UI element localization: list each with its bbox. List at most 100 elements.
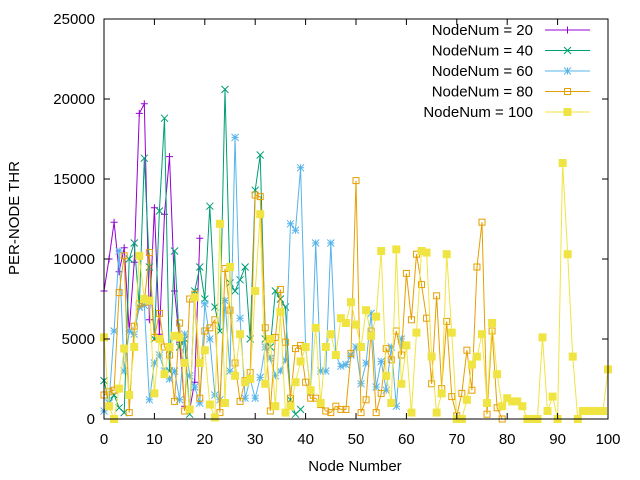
data-point <box>322 407 330 415</box>
data-point <box>312 394 320 402</box>
data-point <box>387 343 396 351</box>
data-point <box>397 379 406 388</box>
legend-label: NodeNum = 100 <box>423 104 533 121</box>
legend-marker <box>564 26 571 34</box>
data-point <box>261 379 270 388</box>
data-point <box>166 153 174 161</box>
data-point <box>120 344 129 353</box>
data-point <box>215 219 224 228</box>
data-point <box>231 133 239 142</box>
data-point <box>276 367 285 375</box>
legend-entry: NodeNum = 100 <box>423 104 590 121</box>
data-point <box>175 395 184 404</box>
data-point <box>311 239 320 247</box>
data-point <box>518 402 527 411</box>
data-point <box>306 386 315 395</box>
data-point <box>568 352 577 361</box>
data-point <box>357 379 365 388</box>
data-point <box>286 394 294 402</box>
data-point <box>180 359 189 367</box>
x-tick-label: 70 <box>448 431 465 448</box>
data-point <box>467 360 476 369</box>
data-point <box>412 328 421 337</box>
data-point <box>462 395 471 404</box>
data-point <box>362 396 370 404</box>
data-point <box>382 386 391 395</box>
data-point <box>276 295 285 303</box>
data-point <box>548 392 557 401</box>
data-point <box>286 219 295 228</box>
y-tick-label: 5000 <box>62 331 95 348</box>
data-point <box>206 324 214 332</box>
data-point <box>337 405 345 413</box>
data-point <box>336 314 345 323</box>
data-point <box>251 394 260 403</box>
legend-entry: NodeNum = 20 <box>432 22 590 39</box>
data-point <box>236 314 244 323</box>
data-point <box>468 386 476 394</box>
data-point <box>321 367 330 375</box>
data-point <box>316 367 325 375</box>
data-point <box>387 356 395 364</box>
y-tick-label: 0 <box>87 411 95 428</box>
legend-label: NodeNum = 80 <box>432 84 533 101</box>
data-point <box>135 251 144 260</box>
data-point <box>190 293 199 302</box>
data-point <box>130 239 139 247</box>
data-point <box>347 349 355 357</box>
data-point <box>352 320 360 329</box>
data-point <box>256 151 265 159</box>
data-point <box>211 391 219 399</box>
data-point <box>200 346 209 355</box>
data-point <box>185 371 194 380</box>
data-point <box>372 383 381 391</box>
data-point <box>140 100 148 108</box>
data-point <box>276 307 285 316</box>
data-point <box>367 331 376 340</box>
data-point <box>407 408 416 417</box>
data-point <box>307 394 315 402</box>
data-point <box>478 330 486 339</box>
data-point <box>321 343 330 351</box>
data-point <box>598 407 607 415</box>
data-point <box>447 328 456 337</box>
data-point <box>231 371 240 380</box>
data-point <box>407 316 415 324</box>
data-point <box>402 341 411 350</box>
data-point <box>327 409 335 417</box>
data-point <box>341 319 350 327</box>
data-point <box>311 323 320 332</box>
data-point <box>115 384 124 393</box>
legend-entry: NodeNum = 40 <box>432 43 590 60</box>
data-point <box>221 85 229 94</box>
data-point <box>377 357 386 366</box>
data-point <box>382 371 391 380</box>
x-tick-label: 20 <box>196 431 213 448</box>
data-point <box>145 395 154 404</box>
data-point <box>428 380 436 388</box>
data-point <box>176 319 184 327</box>
legend-marker <box>563 67 572 75</box>
data-point <box>125 327 134 335</box>
data-point <box>226 306 234 314</box>
series-layer <box>100 85 612 423</box>
data-point <box>367 309 375 318</box>
data-point <box>125 391 134 399</box>
x-tick-label: 0 <box>100 431 108 448</box>
data-point <box>448 393 456 401</box>
legend-entry: NodeNum = 80 <box>432 84 590 101</box>
data-point <box>478 218 486 226</box>
data-point <box>205 202 214 211</box>
data-point <box>337 362 345 371</box>
data-point <box>145 249 153 257</box>
data-point <box>170 247 179 255</box>
data-point <box>160 114 169 123</box>
legend-marker <box>563 108 572 116</box>
data-point <box>261 324 269 332</box>
data-point <box>196 234 204 242</box>
data-point <box>296 357 305 366</box>
data-point <box>196 394 204 402</box>
data-point <box>488 319 497 327</box>
data-point <box>266 407 274 415</box>
data-point <box>498 402 507 411</box>
